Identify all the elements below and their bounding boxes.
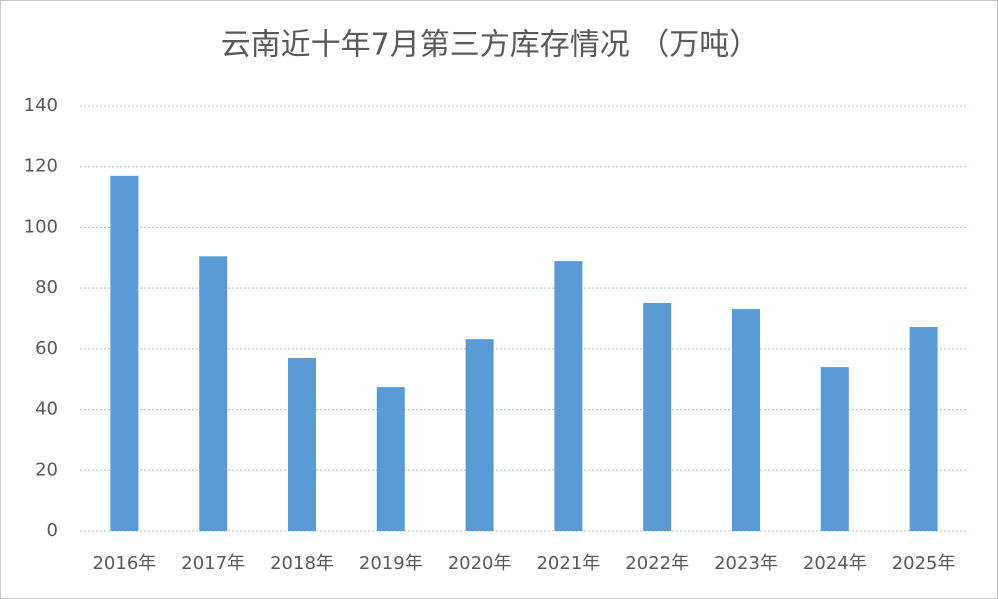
x-tick-label: 2020年 — [448, 553, 512, 574]
x-tick-label: 2016年 — [92, 553, 156, 574]
bar — [288, 357, 316, 531]
bar — [465, 339, 494, 531]
x-tick-label: 2023年 — [714, 553, 778, 574]
x-tick-label: 2025年 — [892, 553, 956, 574]
bar — [199, 256, 228, 531]
y-tick-label: 0 — [47, 520, 58, 541]
x-tick-label: 2018年 — [270, 553, 334, 574]
bar — [820, 367, 849, 531]
bar — [909, 327, 938, 531]
y-tick-label: 20 — [35, 459, 58, 480]
y-tick-label: 60 — [35, 338, 58, 359]
bar — [554, 261, 583, 531]
chart-title: 云南近十年7月第三方库存情况 （万吨） — [221, 28, 760, 63]
bar — [643, 303, 672, 531]
x-tick-label: 2022年 — [625, 553, 689, 574]
bar — [110, 175, 139, 532]
bar — [376, 387, 405, 531]
x-tick-label: 2021年 — [536, 553, 600, 574]
bar — [732, 309, 760, 531]
y-tick-label: 100 — [24, 216, 58, 237]
y-tick-label: 80 — [35, 277, 58, 298]
y-tick-label: 120 — [24, 156, 58, 177]
x-tick-label: 2019年 — [359, 553, 423, 574]
y-tick-label: 40 — [35, 399, 58, 420]
x-tick-label: 2017年 — [181, 553, 245, 574]
x-tick-label: 2024年 — [803, 553, 867, 574]
y-tick-label: 140 — [24, 95, 58, 116]
